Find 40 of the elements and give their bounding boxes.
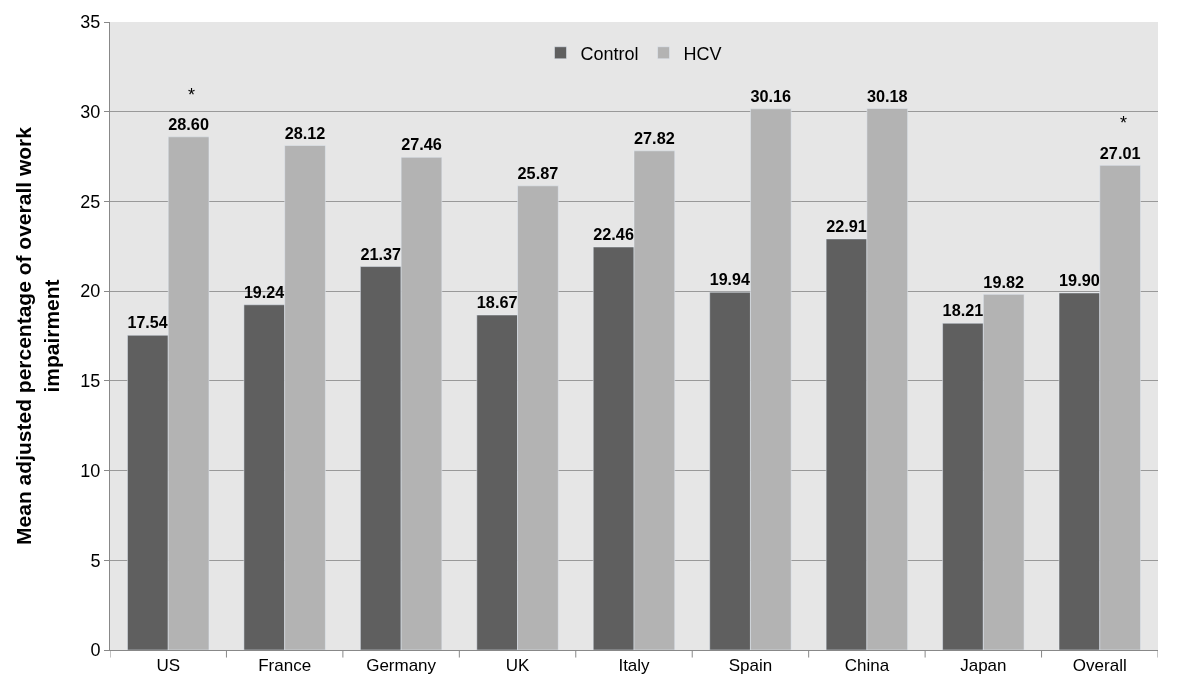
x-tick-label: Overall [1072,656,1127,676]
data-label: 22.46 [593,225,634,244]
y-tick-label: 35 [80,12,101,33]
x-tick-label: France [258,656,312,676]
data-label: 30.18 [866,86,908,105]
y-tick-label: 25 [80,191,101,212]
x-tick-label: Italy [618,656,651,676]
data-label: 18.67 [476,293,518,312]
data-label: 19.82 [983,272,1025,291]
data-label: 28.60 [168,115,209,133]
data-label: 27.01 [1099,143,1141,162]
data-label: 19.94 [709,270,750,289]
y-tick-label: 30 [80,102,101,123]
data-label: 27.82 [634,129,675,147]
data-label: 18.21 [942,301,984,320]
data-label: 27.46 [401,135,442,154]
x-tick-label: UK [505,656,531,676]
data-label: 19.24 [243,283,285,301]
legend-label: HCV [683,43,722,64]
x-tick-label: US [156,656,181,676]
data-label: 30.16 [750,87,792,106]
data-label: 21.37 [360,244,402,263]
data-label: 19.90 [1059,271,1100,290]
data-label: 28.12 [284,123,326,142]
y-tick-label: 20 [80,281,101,302]
annotation: * [1120,113,1128,133]
data-label: 25.87 [517,163,559,182]
data-label: 22.91 [826,217,867,236]
x-tick-label: Spain [728,656,773,676]
annotation: * [188,85,196,105]
y-tick-label: 10 [80,460,101,481]
x-tick-label: Japan [960,656,1007,676]
x-tick-label: Germany [366,656,437,676]
legend-label: Control [580,43,639,64]
y-tick-label: 15 [80,371,101,392]
y-tick-label: 0 [90,640,101,661]
y-axis-title: Mean adjusted percentage of overall work impairment [12,126,63,545]
x-tick-label: China [844,656,890,676]
data-label: 17.54 [127,313,168,332]
y-tick-label: 5 [90,550,101,571]
